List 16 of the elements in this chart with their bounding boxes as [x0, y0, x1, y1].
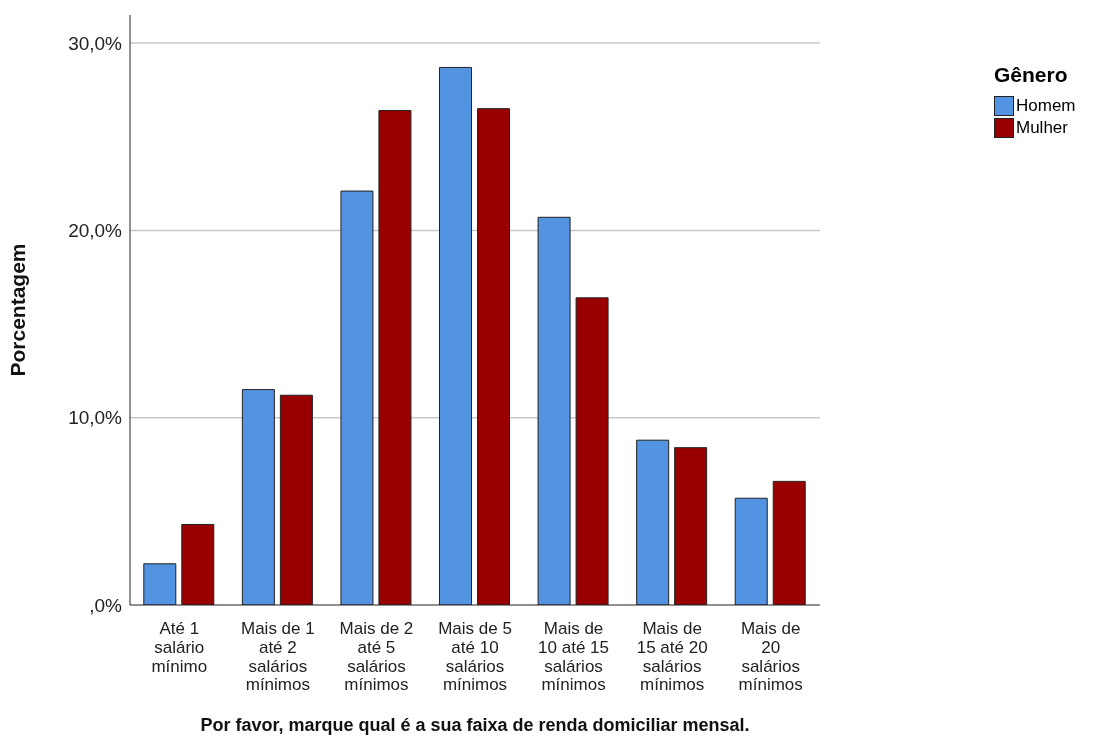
y-tick-label: 30,0% — [68, 32, 123, 54]
x-tick-label: Mais de 20 salários mínimos — [738, 619, 803, 695]
y-tick-label: ,0% — [89, 594, 123, 616]
legend-label: Homem — [1016, 96, 1076, 116]
x-tick-label: Mais de 1 até 2 salários mínimos — [241, 619, 315, 695]
x-tick-label: Até 1 salário mínimo — [151, 619, 208, 676]
legend-label: Mulher — [1016, 118, 1068, 138]
y-tick-label: 10,0% — [68, 407, 123, 429]
y-axis-title: Porcentagem — [6, 243, 30, 377]
y-tick-label: 20,0% — [68, 220, 123, 242]
x-tick-label: Mais de 5 até 10 salários mínimos — [438, 619, 512, 695]
legend-title: Gênero — [994, 63, 1069, 87]
x-tick-label: Mais de 2 até 5 salários mínimos — [339, 619, 414, 695]
x-tick-label: Mais de 15 até 20 salários mínimos — [636, 619, 708, 695]
x-axis-title: Por favor, marque qual é a sua faixa de renda domiciliar mensal. — [200, 715, 750, 735]
x-tick-label: Mais de 10 até 15 salários mínimos — [538, 619, 610, 695]
